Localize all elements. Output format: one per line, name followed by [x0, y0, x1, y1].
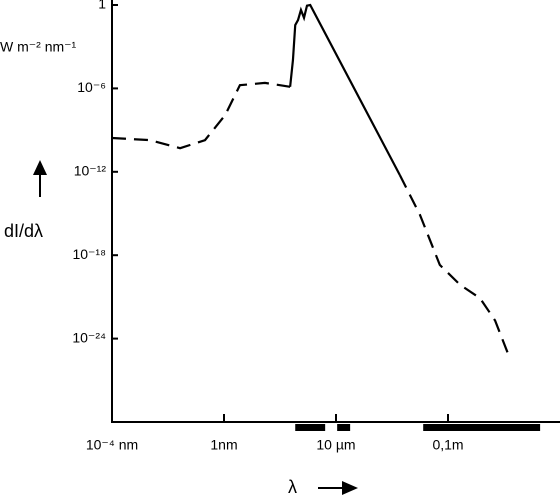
data-line [398, 174, 511, 359]
x-arrow-head [342, 481, 358, 495]
x-axis-label: λ [288, 477, 297, 497]
wavelength-band [423, 424, 541, 431]
y-tick-label: 1 [98, 0, 106, 12]
x-tick-label: 10 µm [316, 437, 355, 453]
wavelength-band [295, 424, 326, 431]
wavelength-band [337, 424, 351, 431]
x-tick-label: 10⁻⁴ nm [86, 437, 138, 453]
data-line [111, 81, 291, 150]
x-tick-label: 1nm [210, 437, 237, 453]
y-tick-label: 10⁻¹² [74, 163, 107, 179]
y-arrow-head [33, 160, 47, 175]
y-quantity: dI/dλ [4, 221, 43, 241]
y-tick-label: 10⁻⁶ [77, 79, 106, 95]
data-line [289, 3, 401, 176]
y-tick-label: 10⁻²⁴ [72, 329, 106, 345]
x-tick-label: 0,1m [432, 437, 463, 453]
y-tick-label: 10⁻¹⁸ [72, 246, 106, 262]
y-axis-label: W m⁻² nm⁻¹ [0, 39, 77, 55]
